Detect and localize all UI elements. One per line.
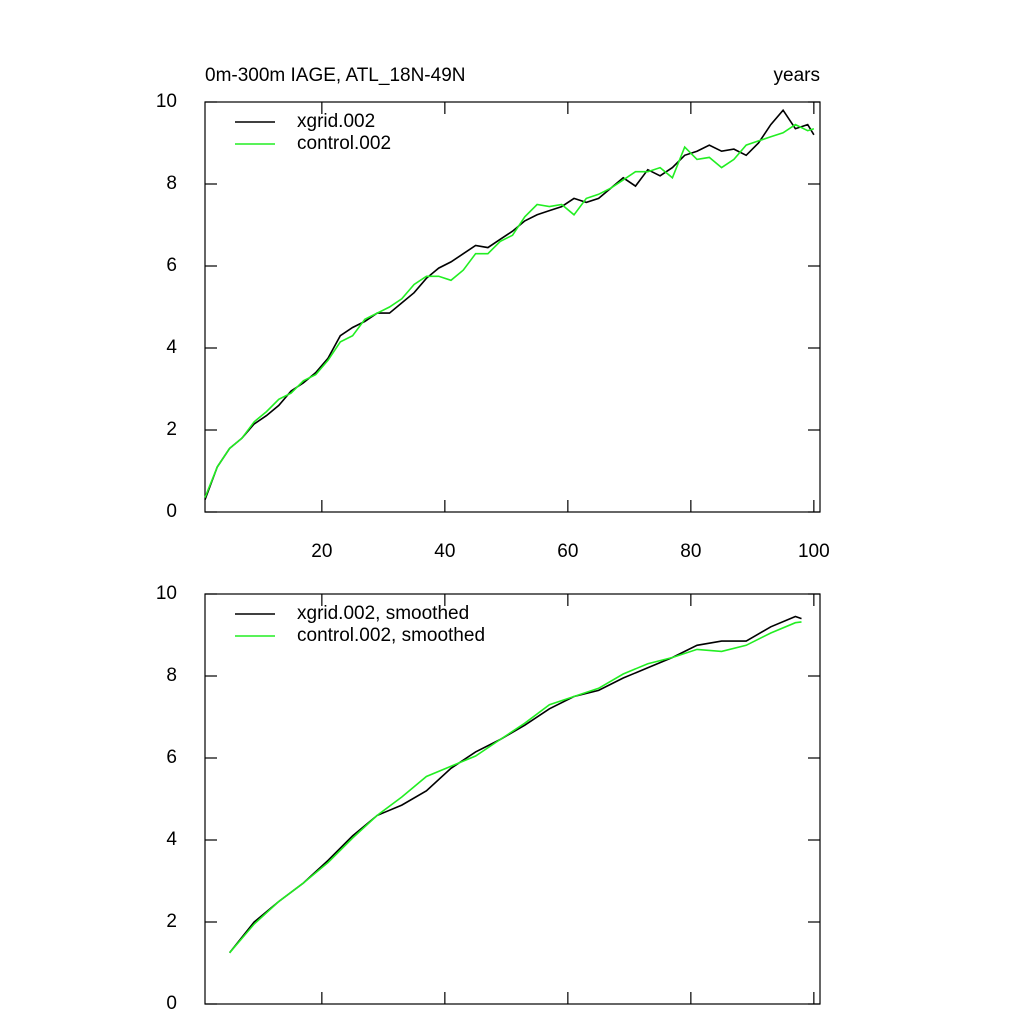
- series-line: [204, 123, 815, 498]
- series-line: [228, 615, 802, 954]
- y-tick-label: 4: [166, 337, 177, 358]
- plot-frame: [204, 101, 821, 513]
- y-tick-label: 0: [166, 993, 177, 1014]
- legend-label: xgrid.002: [297, 111, 375, 132]
- plot-frame: [204, 593, 821, 1005]
- x-tick-label: 100: [798, 541, 830, 562]
- units-label: years: [774, 65, 820, 86]
- y-tick-label: 6: [166, 747, 177, 768]
- y-tick-label: 10: [156, 583, 177, 604]
- y-tick-label: 10: [156, 91, 177, 112]
- legend-label: xgrid.002, smoothed: [297, 603, 469, 624]
- x-tick-label: 80: [680, 541, 701, 562]
- y-tick-label: 4: [166, 829, 177, 850]
- x-tick-label: 40: [434, 541, 455, 562]
- y-tick-label: 0: [166, 501, 177, 522]
- x-tick-label: 60: [557, 541, 578, 562]
- series-line: [228, 621, 802, 954]
- y-tick-label: 2: [166, 419, 177, 440]
- legend-label: control.002, smoothed: [297, 625, 485, 646]
- series-line: [204, 108, 815, 500]
- y-tick-label: 8: [166, 665, 177, 686]
- chart-title: 0m-300m IAGE, ATL_18N-49N: [205, 65, 465, 86]
- y-tick-label: 6: [166, 255, 177, 276]
- legend-label: control.002: [297, 133, 391, 154]
- y-tick-label: 2: [166, 911, 177, 932]
- y-tick-label: 8: [166, 173, 177, 194]
- x-tick-label: 20: [311, 541, 332, 562]
